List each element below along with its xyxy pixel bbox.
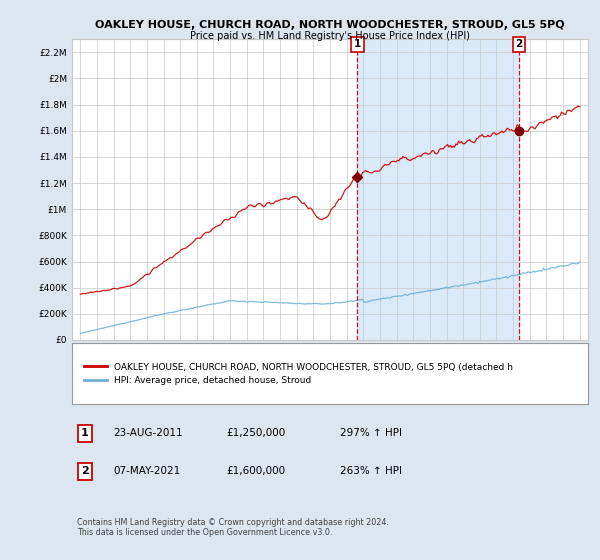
Text: 07-MAY-2021: 07-MAY-2021 [113, 466, 181, 476]
Text: 263% ↑ HPI: 263% ↑ HPI [340, 466, 403, 476]
Text: 297% ↑ HPI: 297% ↑ HPI [340, 428, 403, 438]
Text: Price paid vs. HM Land Registry's House Price Index (HPI): Price paid vs. HM Land Registry's House … [190, 31, 470, 41]
Text: £1,600,000: £1,600,000 [227, 466, 286, 476]
Text: 23-AUG-2011: 23-AUG-2011 [113, 428, 183, 438]
Text: 2: 2 [81, 466, 89, 476]
Text: 2: 2 [515, 39, 523, 49]
Text: £1,250,000: £1,250,000 [227, 428, 286, 438]
Text: 1: 1 [354, 39, 361, 49]
Bar [358, 39, 519, 340]
Legend: OAKLEY HOUSE, CHURCH ROAD, NORTH WOODCHESTER, STROUD, GL5 5PQ (detached h, HPI: : OAKLEY HOUSE, CHURCH ROAD, NORTH WOODCHE… [82, 360, 516, 388]
Text: OAKLEY HOUSE, CHURCH ROAD, NORTH WOODCHESTER, STROUD, GL5 5PQ: OAKLEY HOUSE, CHURCH ROAD, NORTH WOODCHE… [95, 20, 565, 30]
Text: Contains HM Land Registry data © Crown copyright and database right 2024.
This d: Contains HM Land Registry data © Crown c… [77, 518, 389, 537]
Text: 1: 1 [81, 428, 89, 438]
